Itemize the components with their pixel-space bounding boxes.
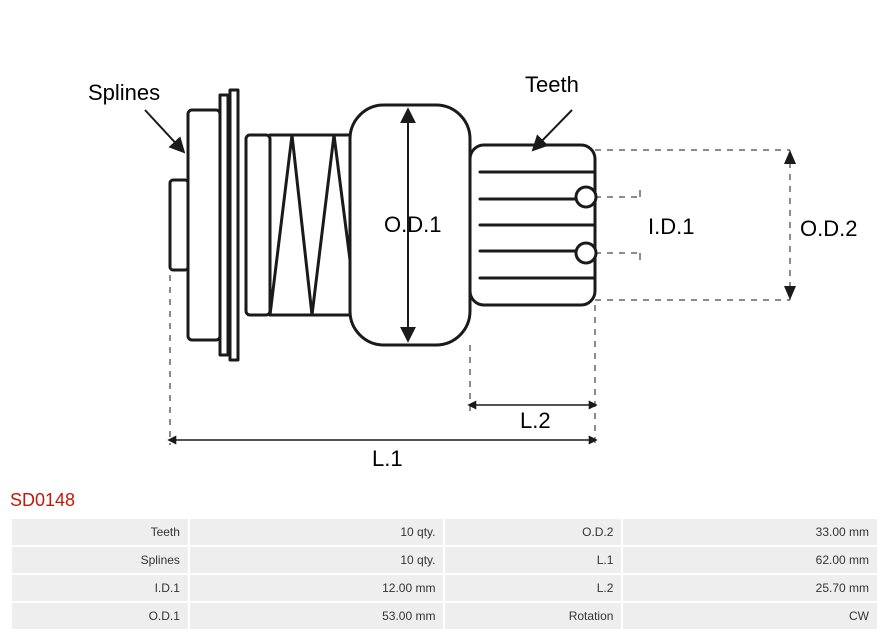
spec-value: 62.00 mm [623, 547, 877, 573]
table-row: Teeth10 qty.O.D.233.00 mm [12, 519, 877, 545]
table-row: Splines10 qty.L.162.00 mm [12, 547, 877, 573]
spec-label: L.1 [445, 547, 621, 573]
diagram-svg [0, 0, 889, 490]
spec-label: Rotation [445, 603, 621, 629]
diagram-area: Splines Teeth O.D.1 I.D.1 O.D.2 L.2 L.1 [0, 0, 889, 490]
label-id1: I.D.1 [648, 214, 694, 240]
spec-value: 12.00 mm [190, 575, 444, 601]
spec-label: L.2 [445, 575, 621, 601]
label-splines: Splines [88, 80, 160, 106]
label-teeth: Teeth [525, 72, 579, 98]
spec-label: I.D.1 [12, 575, 188, 601]
spec-value: 10 qty. [190, 547, 444, 573]
spec-value: CW [623, 603, 877, 629]
spec-value: 25.70 mm [623, 575, 877, 601]
part-code: SD0148 [0, 490, 889, 517]
label-l2: L.2 [520, 408, 551, 434]
spec-label: Teeth [12, 519, 188, 545]
spec-label: O.D.1 [12, 603, 188, 629]
label-od1: O.D.1 [384, 212, 441, 238]
spec-label: Splines [12, 547, 188, 573]
spec-label: O.D.2 [445, 519, 621, 545]
spec-value: 10 qty. [190, 519, 444, 545]
spec-value: 33.00 mm [623, 519, 877, 545]
label-l1: L.1 [372, 446, 403, 472]
spec-table: Teeth10 qty.O.D.233.00 mmSplines10 qty.L… [10, 517, 879, 631]
table-row: I.D.112.00 mmL.225.70 mm [12, 575, 877, 601]
table-row: O.D.153.00 mmRotationCW [12, 603, 877, 629]
label-od2: O.D.2 [800, 216, 857, 242]
spec-value: 53.00 mm [190, 603, 444, 629]
